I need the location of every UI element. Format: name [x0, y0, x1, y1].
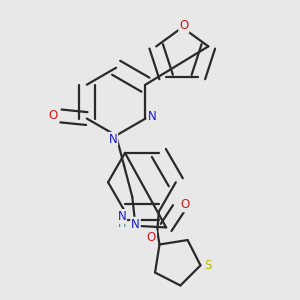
- Text: O: O: [48, 110, 58, 122]
- Text: S: S: [204, 259, 211, 272]
- Text: N: N: [131, 218, 140, 231]
- Text: N: N: [148, 110, 157, 123]
- Text: O: O: [181, 198, 190, 211]
- Text: O: O: [147, 231, 156, 244]
- Text: N: N: [117, 210, 126, 223]
- Text: H: H: [118, 219, 126, 229]
- Text: N: N: [109, 133, 117, 146]
- Text: O: O: [179, 19, 188, 32]
